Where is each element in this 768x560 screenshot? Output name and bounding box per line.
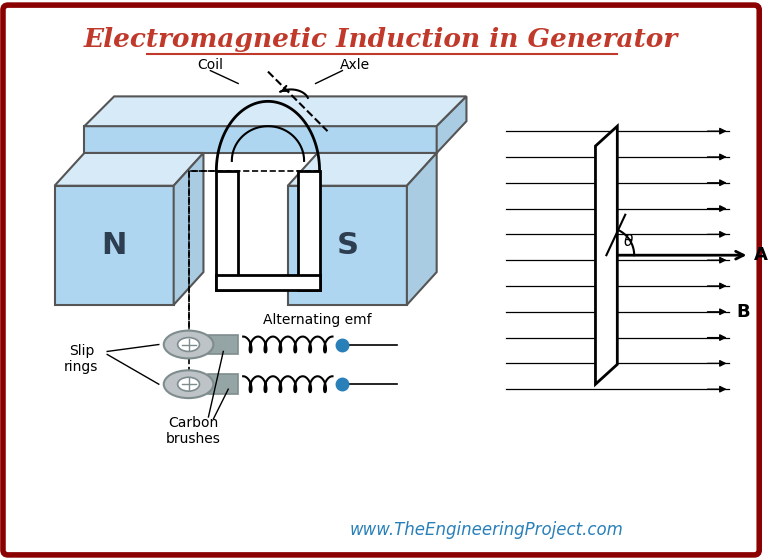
Polygon shape (288, 186, 407, 305)
Text: θ: θ (624, 234, 633, 249)
Polygon shape (217, 275, 319, 290)
Text: Slip
rings: Slip rings (65, 344, 98, 375)
Text: www.TheEngineeringProject.com: www.TheEngineeringProject.com (349, 521, 624, 539)
Text: Coil: Coil (197, 58, 223, 72)
Polygon shape (174, 153, 204, 305)
Polygon shape (55, 186, 174, 305)
Polygon shape (84, 126, 437, 153)
Ellipse shape (177, 377, 200, 391)
Polygon shape (288, 153, 437, 186)
Ellipse shape (164, 330, 214, 358)
Text: S: S (336, 231, 359, 260)
Polygon shape (217, 171, 238, 290)
FancyBboxPatch shape (3, 5, 760, 555)
Polygon shape (595, 126, 617, 384)
Text: Axle: Axle (340, 58, 370, 72)
Text: Carbon
brushes: Carbon brushes (166, 416, 221, 446)
Polygon shape (208, 334, 238, 354)
Text: Electromagnetic Induction in Generator: Electromagnetic Induction in Generator (84, 27, 678, 52)
Text: N: N (101, 231, 127, 260)
Polygon shape (55, 153, 204, 186)
Text: B: B (737, 303, 750, 321)
Polygon shape (437, 96, 466, 153)
Ellipse shape (164, 370, 214, 398)
Polygon shape (298, 171, 319, 290)
Text: Alternating emf: Alternating emf (263, 312, 372, 326)
Polygon shape (208, 374, 238, 394)
Polygon shape (407, 153, 437, 305)
Polygon shape (84, 96, 466, 126)
Ellipse shape (177, 338, 200, 352)
Text: A: A (754, 246, 768, 264)
